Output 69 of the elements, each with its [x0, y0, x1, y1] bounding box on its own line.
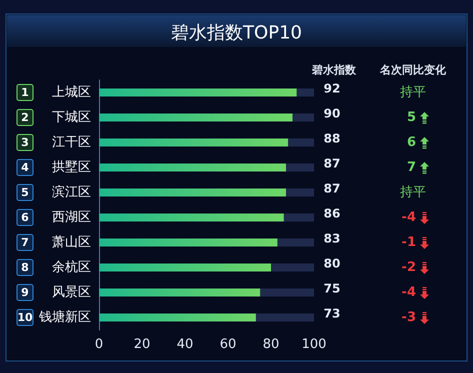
- y-tick-label: 余杭区: [52, 260, 91, 275]
- bar: [99, 164, 286, 172]
- data-label: 92: [324, 82, 340, 96]
- bar: [99, 314, 256, 322]
- chart-title: 碧水指数TOP10: [171, 22, 302, 44]
- text: 4: [21, 161, 30, 174]
- text: 10: [17, 311, 33, 324]
- data-label: 80: [324, 256, 340, 270]
- text: -3: [402, 310, 416, 325]
- text: 碧水指数: [311, 64, 357, 76]
- text: 5: [21, 186, 29, 199]
- text: -4: [402, 285, 416, 300]
- bar: [99, 288, 260, 296]
- text: 9: [21, 286, 29, 299]
- bar: [286, 164, 314, 172]
- text: 1: [21, 86, 29, 99]
- x-tick-label: 100: [302, 337, 326, 352]
- data-label: 75: [324, 282, 340, 296]
- text: 6: [406, 135, 416, 150]
- data-label: 86: [324, 206, 340, 220]
- data-label: 87: [324, 182, 340, 196]
- bar: [256, 314, 314, 322]
- x-tick-label: 80: [262, 337, 280, 352]
- y-tick-label: 下城区: [52, 110, 91, 125]
- text: 2: [21, 111, 29, 124]
- y-tick-label: 拱墅区: [52, 160, 91, 175]
- text: 名次同比变化: [379, 64, 447, 76]
- bar: [99, 138, 288, 146]
- text: 7: [406, 160, 416, 175]
- bar: [99, 238, 278, 246]
- text: 7: [21, 236, 29, 249]
- text: 8: [21, 261, 29, 274]
- y-tick-label: 钱塘新区: [38, 310, 91, 325]
- bar: [288, 138, 314, 146]
- bar: [271, 264, 314, 272]
- bar: [99, 188, 286, 196]
- text: 持平: [400, 185, 426, 200]
- bar: [292, 114, 314, 122]
- bar: [99, 114, 292, 122]
- bar: [260, 288, 314, 296]
- x-tick-label: 40: [176, 337, 194, 352]
- x-tick-label: 60: [220, 337, 236, 352]
- text: 6: [21, 211, 30, 224]
- bar: [286, 188, 314, 196]
- data-label: 83: [324, 232, 340, 246]
- text: 5: [406, 110, 416, 125]
- y-tick-label: 风景区: [52, 285, 91, 300]
- bar: [99, 88, 297, 96]
- text: 3: [21, 136, 29, 149]
- y-tick-label: 萧山区: [52, 235, 91, 250]
- data-label: 87: [324, 156, 340, 170]
- data-label: 73: [324, 306, 340, 320]
- text: -2: [402, 260, 416, 275]
- y-tick-label: 滨江区: [52, 184, 91, 200]
- data-label: 88: [324, 132, 340, 146]
- text: -4: [402, 210, 416, 225]
- bar: [99, 264, 271, 272]
- x-tick-label: 0: [94, 337, 104, 352]
- data-label: 90: [324, 106, 340, 120]
- y-tick-label: 西湖区: [52, 210, 91, 225]
- text: -1: [402, 235, 416, 250]
- bar: [296, 88, 314, 96]
- bar: [99, 214, 284, 222]
- bar: [277, 238, 314, 246]
- y-tick-label: 上城区: [52, 85, 91, 100]
- y-tick-label: 江干区: [52, 135, 91, 150]
- x-tick-label: 20: [134, 337, 150, 352]
- bar: [284, 214, 314, 222]
- text: 持平: [400, 85, 426, 100]
